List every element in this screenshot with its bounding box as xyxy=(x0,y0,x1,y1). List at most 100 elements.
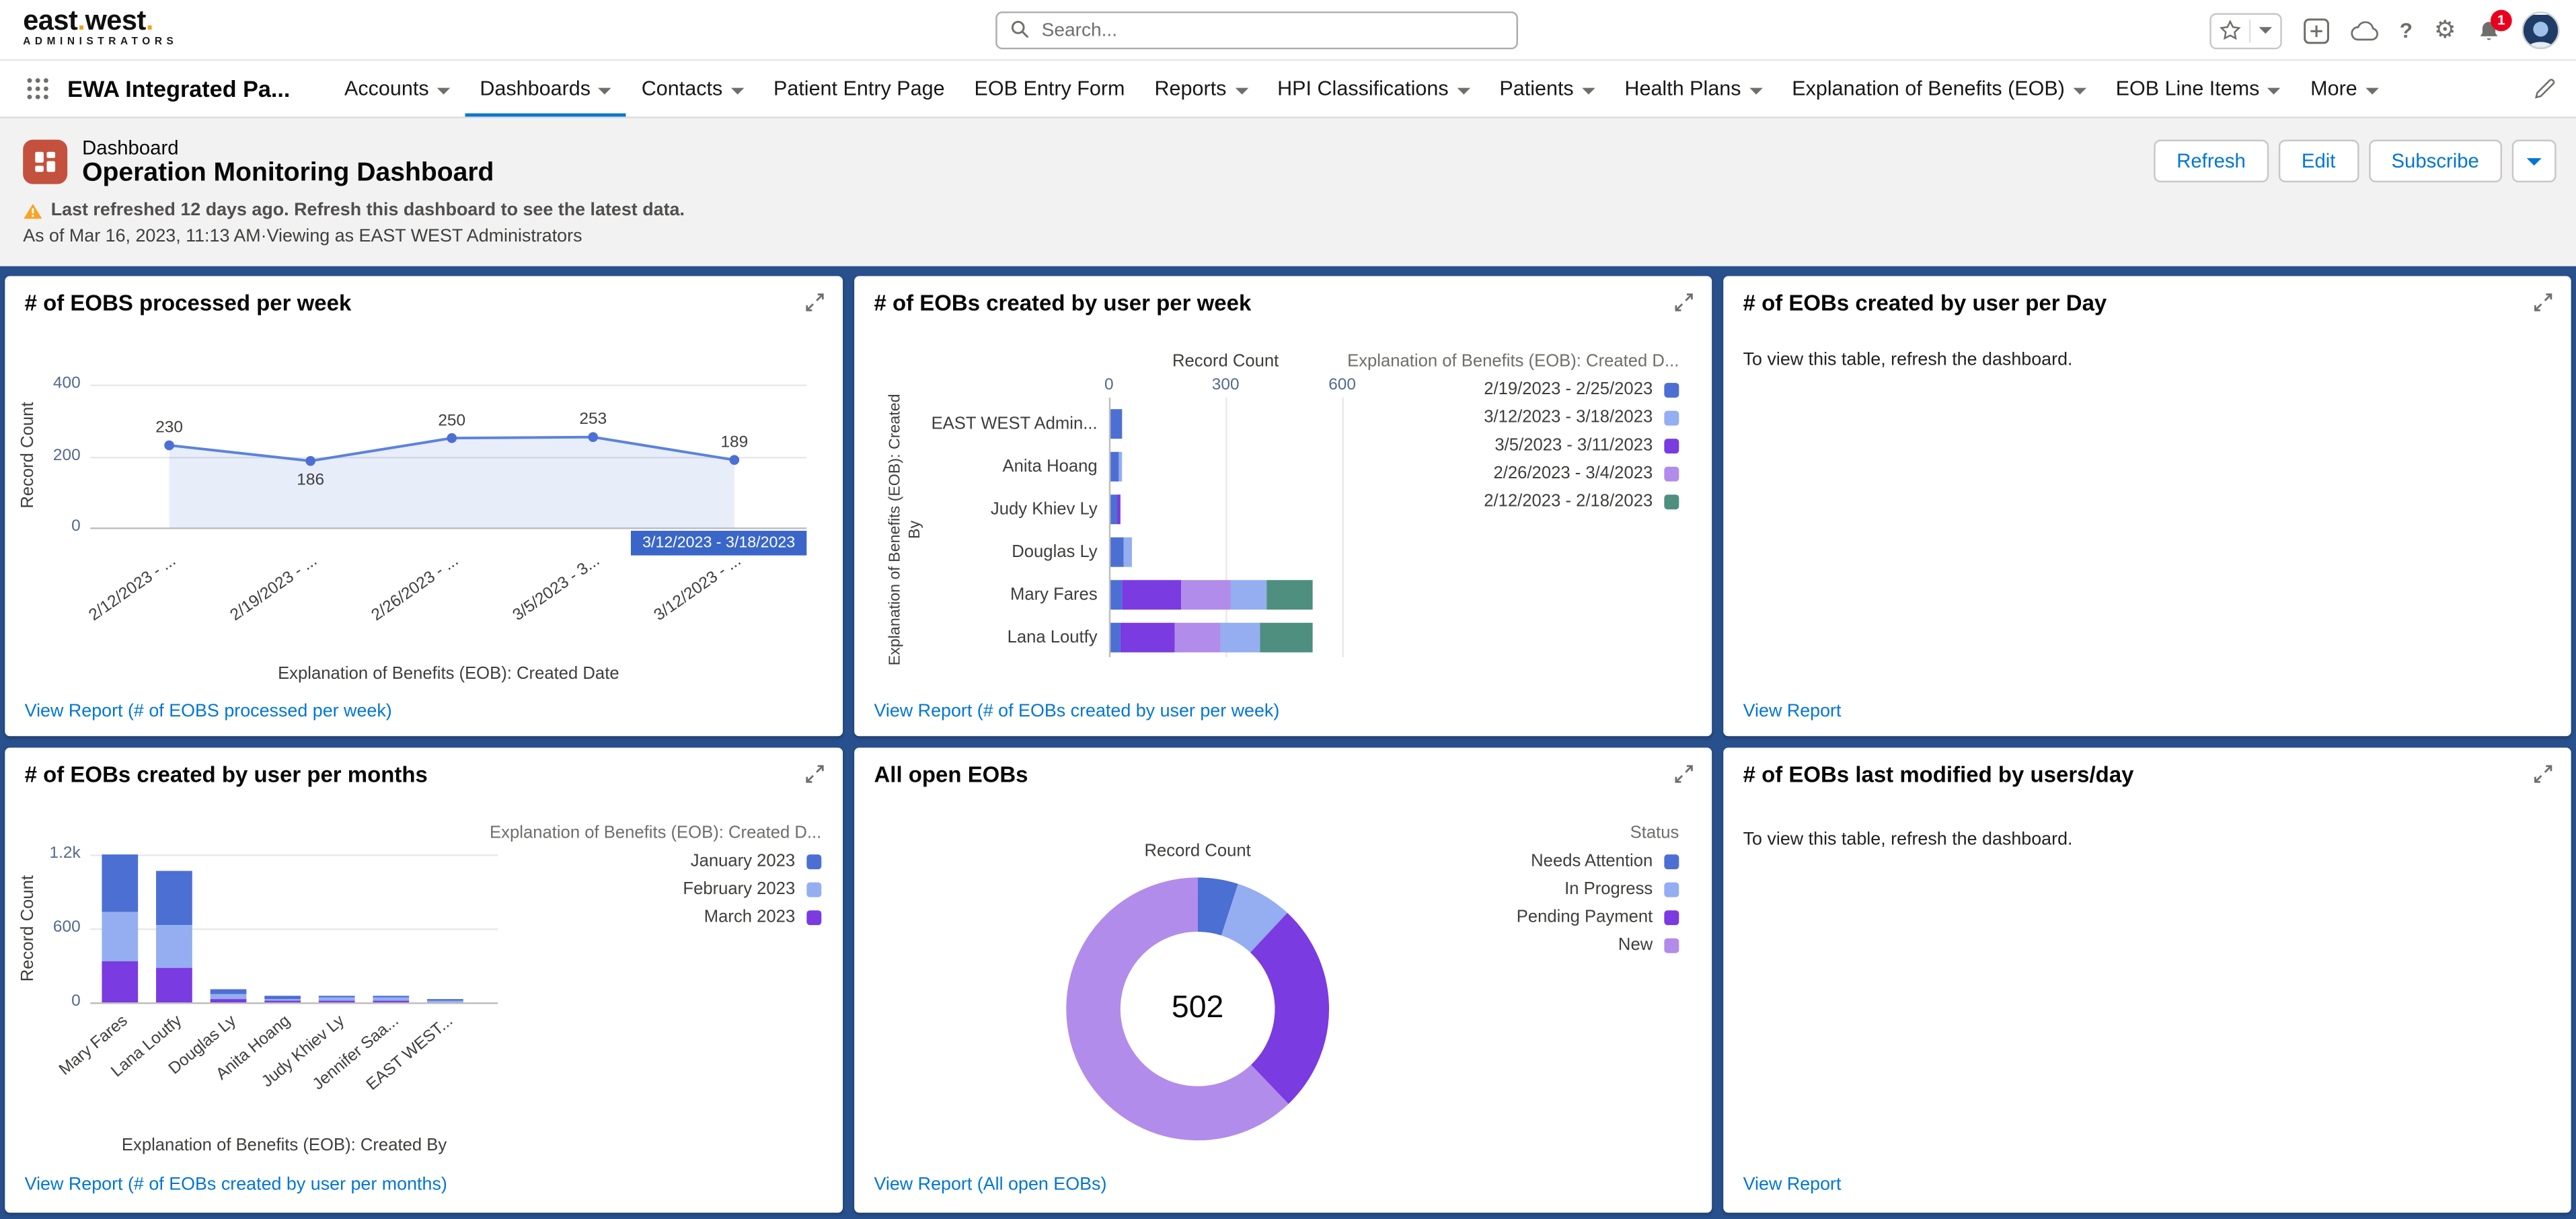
legend-item[interactable]: January 2023 xyxy=(691,851,822,871)
legend-item[interactable]: 3/12/2023 - 3/18/2023 xyxy=(1484,408,1679,427)
tab-accounts[interactable]: Accounts xyxy=(330,61,465,116)
tab-patient-entry-page[interactable]: Patient Entry Page xyxy=(773,77,945,100)
cloud-icon[interactable] xyxy=(2350,20,2378,40)
bar-segment[interactable] xyxy=(1118,451,1122,482)
bar-segment[interactable] xyxy=(1231,580,1266,610)
stacked-bar[interactable] xyxy=(1110,580,1313,610)
bar-segment[interactable] xyxy=(102,960,139,1002)
bar-segment[interactable] xyxy=(102,911,139,961)
bar-segment[interactable] xyxy=(210,994,247,999)
bar-segment[interactable] xyxy=(373,998,410,1002)
tab-more[interactable]: More xyxy=(2296,61,2393,116)
view-report-link[interactable]: View Report (# of EOBs created by user p… xyxy=(874,701,1280,722)
bar-segment[interactable] xyxy=(210,988,247,994)
bar-segment[interactable] xyxy=(210,998,247,1002)
data-point[interactable] xyxy=(305,455,315,466)
tab-dashboards[interactable]: Dashboards xyxy=(465,61,626,116)
legend-item[interactable]: 2/12/2023 - 2/18/2023 xyxy=(1484,491,1679,511)
tab-contacts[interactable]: Contacts xyxy=(627,61,759,116)
view-report-link[interactable]: View Report (# of EOBs created by user p… xyxy=(24,1175,447,1195)
tab-hpi-classifications[interactable]: HPI Classifications xyxy=(1262,61,1484,116)
stacked-bar[interactable] xyxy=(1110,537,1132,567)
help-icon[interactable]: ? xyxy=(2399,17,2413,43)
bar-segment[interactable] xyxy=(427,999,463,1002)
view-report-link[interactable]: View Report (# of EOBS processed per wee… xyxy=(24,701,392,722)
legend-item[interactable]: In Progress xyxy=(1564,879,1679,899)
data-point[interactable] xyxy=(729,455,740,466)
legend-item[interactable]: Needs Attention xyxy=(1531,851,1679,871)
search-input[interactable] xyxy=(995,11,1518,50)
bar-segment[interactable] xyxy=(427,1001,463,1002)
bar-segment[interactable] xyxy=(318,995,355,998)
bar-segment[interactable] xyxy=(156,924,192,968)
favorites-chevron-down-icon[interactable] xyxy=(2258,26,2272,34)
stacked-bar[interactable] xyxy=(264,995,301,1002)
bar-segment[interactable] xyxy=(318,1000,355,1002)
legend-item[interactable]: 2/26/2023 - 3/4/2023 xyxy=(1494,464,1679,483)
bar-segment[interactable] xyxy=(1221,622,1260,653)
bar-segment[interactable] xyxy=(1117,494,1121,525)
tab-explanation-of-benefits[interactable]: Explanation of Benefits (EOB) xyxy=(1777,61,2100,116)
view-report-link[interactable]: View Report (All open EOBs) xyxy=(874,1175,1107,1195)
stacked-bar[interactable] xyxy=(1110,622,1313,653)
view-report-link[interactable]: View Report xyxy=(1743,701,1842,722)
data-point[interactable] xyxy=(588,432,599,443)
global-actions-plus-icon[interactable] xyxy=(2303,17,2329,44)
bar-segment[interactable] xyxy=(1174,622,1221,653)
legend-item[interactable]: February 2023 xyxy=(683,879,822,899)
bar-segment[interactable] xyxy=(1110,494,1118,525)
stacked-bar[interactable] xyxy=(210,988,247,1002)
favorite-star-icon[interactable] xyxy=(2218,20,2240,41)
tab-eob-line-items[interactable]: EOB Line Items xyxy=(2101,61,2296,116)
legend-item[interactable]: March 2023 xyxy=(704,907,822,927)
expand-icon[interactable] xyxy=(803,291,828,316)
tab-reports[interactable]: Reports xyxy=(1139,61,1262,116)
expand-icon[interactable] xyxy=(1673,291,1698,316)
bar-segment[interactable] xyxy=(156,871,192,925)
bar-segment[interactable] xyxy=(1124,537,1132,567)
stacked-bar[interactable] xyxy=(102,854,139,1002)
stacked-bar[interactable] xyxy=(318,995,355,1002)
stacked-bar[interactable] xyxy=(1110,409,1123,439)
more-actions-button[interactable] xyxy=(2511,139,2556,183)
bar-segment[interactable] xyxy=(264,995,301,999)
subscribe-button[interactable]: Subscribe xyxy=(2368,139,2503,183)
legend-item[interactable]: Pending Payment xyxy=(1517,907,1679,927)
legend-item[interactable]: 3/5/2023 - 3/11/2023 xyxy=(1494,435,1679,455)
stacked-bar[interactable] xyxy=(1110,451,1122,482)
view-report-link[interactable]: View Report xyxy=(1743,1175,1842,1195)
bar-segment[interactable] xyxy=(1110,409,1123,439)
app-launcher-icon[interactable] xyxy=(26,77,49,100)
stacked-bar[interactable] xyxy=(1110,494,1121,525)
tab-health-plans[interactable]: Health Plans xyxy=(1609,61,1777,116)
user-avatar[interactable] xyxy=(2522,11,2560,50)
legend-item[interactable]: New xyxy=(1618,935,1679,955)
data-point[interactable] xyxy=(164,440,174,451)
stacked-bar[interactable] xyxy=(156,871,192,1002)
bar-segment[interactable] xyxy=(1110,451,1119,482)
bar-segment[interactable] xyxy=(1180,580,1232,610)
stacked-bar[interactable] xyxy=(373,995,410,1002)
tab-eob-entry-form[interactable]: EOB Entry Form xyxy=(974,77,1125,100)
expand-icon[interactable] xyxy=(2532,291,2556,316)
edit-page-pencil-icon[interactable] xyxy=(2533,77,2556,100)
bar-segment[interactable] xyxy=(1266,580,1313,610)
bar-segment[interactable] xyxy=(264,1001,301,1002)
refresh-button[interactable]: Refresh xyxy=(2154,139,2269,183)
tab-patients[interactable]: Patients xyxy=(1484,61,1609,116)
legend-item[interactable]: 2/19/2023 - 2/25/2023 xyxy=(1484,379,1679,400)
expand-icon[interactable] xyxy=(1673,762,1698,787)
expand-icon[interactable] xyxy=(803,762,828,787)
bar-segment[interactable] xyxy=(1110,622,1121,653)
bar-segment[interactable] xyxy=(1110,580,1123,610)
bar-segment[interactable] xyxy=(373,995,410,998)
bar-segment[interactable] xyxy=(1110,537,1125,567)
bar-segment[interactable] xyxy=(156,967,192,1002)
bar-segment[interactable] xyxy=(373,1001,410,1002)
expand-icon[interactable] xyxy=(2532,762,2556,787)
bar-segment[interactable] xyxy=(318,998,355,1001)
data-point[interactable] xyxy=(447,433,457,443)
bar-segment[interactable] xyxy=(1260,622,1313,653)
bar-segment[interactable] xyxy=(1122,580,1181,610)
bar-segment[interactable] xyxy=(264,998,301,1002)
